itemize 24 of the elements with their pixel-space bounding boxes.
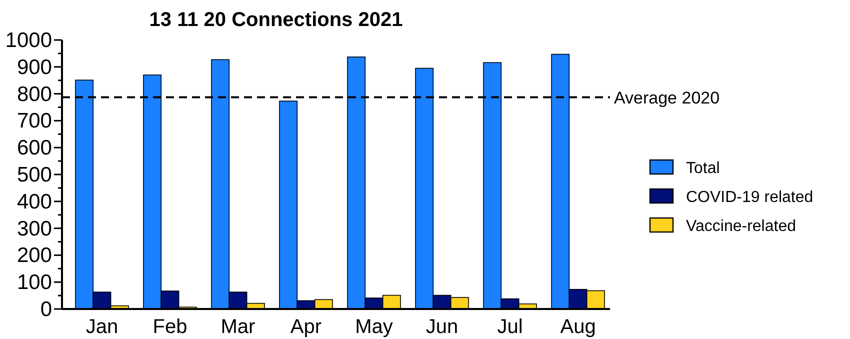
legend-label: Total xyxy=(686,160,720,177)
y-tick-label: 500 xyxy=(16,164,52,186)
x-tick-label: Jul xyxy=(497,316,523,338)
x-tick-label: Jun xyxy=(426,316,458,338)
legend-label: Vaccine-related xyxy=(686,218,796,235)
x-tick-label: Feb xyxy=(152,316,188,338)
chart-title: 13 11 20 Connections 2021 xyxy=(149,9,403,31)
y-tick-label: 300 xyxy=(16,217,52,240)
y-tick-label: 0 xyxy=(40,298,52,321)
y-tick-label: 800 xyxy=(16,82,52,106)
y-tick-label: 600 xyxy=(16,136,52,160)
y-tick-label: 1000 xyxy=(5,29,52,52)
y-tick-label: 100 xyxy=(16,271,52,294)
x-tick-label: Apr xyxy=(290,316,322,338)
x-tick-label: Jan xyxy=(86,316,118,338)
x-tick-label: May xyxy=(355,316,393,338)
y-tick-label: 200 xyxy=(16,244,52,268)
x-tick-label: Aug xyxy=(560,316,596,338)
ref-line-label: Average 2020 xyxy=(614,88,720,108)
x-tick-label: Mar xyxy=(220,316,256,338)
y-tick-label: 700 xyxy=(16,110,52,133)
y-tick-label: 400 xyxy=(16,190,52,214)
y-tick-label: 900 xyxy=(16,56,52,79)
legend-label: COVID-19 related xyxy=(686,189,814,206)
